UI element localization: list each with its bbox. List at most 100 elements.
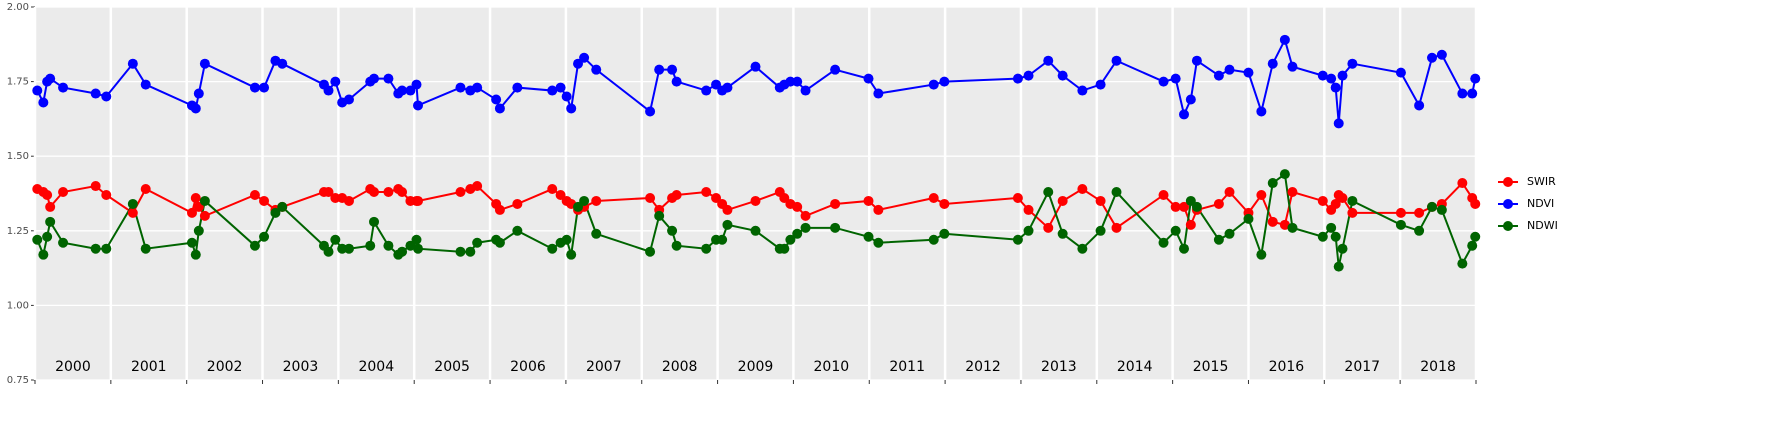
point bbox=[561, 234, 572, 245]
point bbox=[199, 195, 210, 206]
point bbox=[140, 79, 151, 90]
point bbox=[58, 82, 69, 93]
point bbox=[1256, 249, 1267, 260]
point bbox=[1111, 187, 1122, 198]
point bbox=[591, 228, 602, 239]
point bbox=[472, 181, 483, 192]
point bbox=[928, 192, 939, 203]
point bbox=[199, 58, 210, 69]
year-label: 2001 bbox=[131, 359, 167, 375]
point bbox=[199, 210, 210, 221]
point bbox=[1185, 94, 1196, 105]
point bbox=[45, 201, 56, 212]
point bbox=[1470, 73, 1481, 84]
point bbox=[1395, 207, 1406, 218]
point bbox=[873, 88, 884, 99]
point bbox=[383, 187, 394, 198]
point bbox=[547, 243, 558, 254]
point bbox=[830, 64, 841, 75]
point bbox=[645, 192, 656, 203]
point bbox=[1337, 70, 1348, 81]
point bbox=[127, 198, 138, 209]
point bbox=[472, 82, 483, 93]
point bbox=[1326, 222, 1337, 233]
point bbox=[1095, 225, 1106, 236]
point bbox=[101, 189, 112, 200]
point bbox=[863, 195, 874, 206]
point bbox=[667, 225, 678, 236]
point bbox=[800, 210, 811, 221]
point bbox=[1170, 225, 1181, 236]
point bbox=[591, 64, 602, 75]
year-label: 2005 bbox=[434, 359, 470, 375]
point bbox=[494, 204, 505, 215]
point bbox=[365, 240, 376, 251]
point bbox=[1427, 52, 1438, 63]
point bbox=[1347, 207, 1358, 218]
point bbox=[1224, 228, 1235, 239]
y-tick-label: 2.00 bbox=[7, 2, 29, 13]
point bbox=[1287, 61, 1298, 72]
point bbox=[140, 243, 151, 254]
point bbox=[397, 246, 408, 257]
point bbox=[1057, 228, 1068, 239]
point bbox=[277, 201, 288, 212]
point bbox=[323, 187, 334, 198]
point bbox=[1213, 198, 1224, 209]
point bbox=[792, 201, 803, 212]
point bbox=[1436, 49, 1447, 60]
point bbox=[939, 228, 950, 239]
point bbox=[750, 195, 761, 206]
point bbox=[800, 85, 811, 96]
point bbox=[722, 82, 733, 93]
point bbox=[785, 234, 796, 245]
point bbox=[722, 219, 733, 230]
point bbox=[383, 240, 394, 251]
point bbox=[42, 231, 53, 242]
point bbox=[90, 88, 101, 99]
point bbox=[830, 198, 841, 209]
point bbox=[1023, 70, 1034, 81]
point bbox=[645, 106, 656, 117]
point bbox=[873, 237, 884, 248]
point bbox=[671, 76, 682, 87]
point bbox=[343, 243, 354, 254]
point bbox=[566, 103, 577, 114]
point bbox=[1043, 222, 1054, 233]
point bbox=[750, 61, 761, 72]
point bbox=[579, 52, 590, 63]
year-label: 2010 bbox=[814, 359, 850, 375]
point bbox=[32, 85, 43, 96]
point bbox=[411, 79, 422, 90]
point bbox=[1470, 231, 1481, 242]
point bbox=[1414, 207, 1425, 218]
point bbox=[90, 243, 101, 254]
year-label: 2015 bbox=[1193, 359, 1229, 375]
point bbox=[369, 187, 380, 198]
point bbox=[190, 249, 201, 260]
point bbox=[1395, 67, 1406, 78]
year-label: 2011 bbox=[889, 359, 925, 375]
point bbox=[413, 195, 424, 206]
year-label: 2014 bbox=[1117, 359, 1153, 375]
point bbox=[1330, 198, 1341, 209]
point bbox=[413, 100, 424, 111]
point bbox=[494, 103, 505, 114]
point bbox=[1330, 231, 1341, 242]
point bbox=[561, 91, 572, 102]
point bbox=[1023, 225, 1034, 236]
point bbox=[830, 222, 841, 233]
point bbox=[547, 85, 558, 96]
point bbox=[343, 94, 354, 105]
point bbox=[1077, 184, 1088, 195]
y-tick-label: 1.00 bbox=[7, 300, 29, 311]
point bbox=[863, 231, 874, 242]
point bbox=[1317, 195, 1328, 206]
point bbox=[413, 243, 424, 254]
point bbox=[1057, 195, 1068, 206]
point bbox=[939, 198, 950, 209]
point bbox=[472, 237, 483, 248]
point bbox=[186, 207, 197, 218]
point bbox=[1436, 204, 1447, 215]
point bbox=[800, 222, 811, 233]
